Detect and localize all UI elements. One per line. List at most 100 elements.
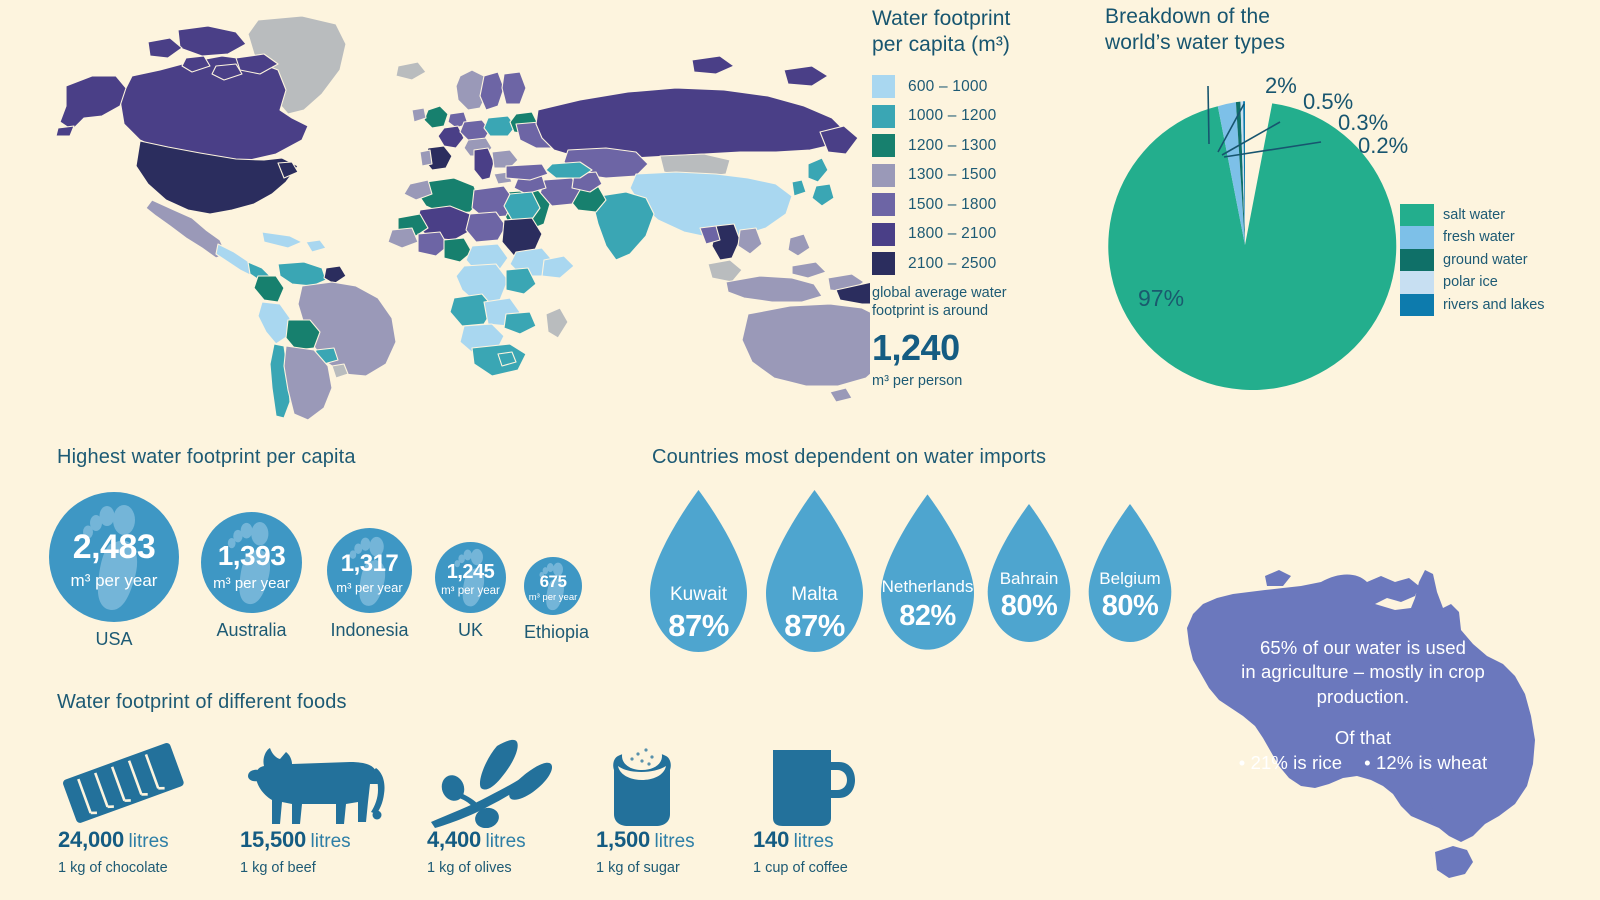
food-item-sugar: 1,500 litres 1 kg of sugar bbox=[596, 720, 776, 880]
australia-bullet-rice: • 21% is rice bbox=[1238, 751, 1343, 773]
water-drop-icon bbox=[881, 494, 974, 650]
food-amount-unit: litres bbox=[310, 831, 351, 852]
food-sublabel: 1 kg of chocolate bbox=[58, 860, 168, 876]
pie-slice-rivers-and-lakes bbox=[1243, 101, 1245, 245]
food-amount-unit: litres bbox=[485, 831, 526, 852]
pie-chart-title: Breakdown of the world’s water types bbox=[1105, 4, 1305, 55]
footprint-value: 1,245 bbox=[446, 561, 495, 583]
water-drop-icon bbox=[1088, 504, 1172, 642]
pie-legend-swatch bbox=[1400, 204, 1434, 227]
food-item-chocolate: 24,000 litres 1 kg of chocolate bbox=[58, 720, 238, 880]
pie-chart bbox=[1100, 100, 1400, 391]
chocolate-bar-icon bbox=[63, 742, 184, 823]
footprint-icon bbox=[83, 505, 138, 610]
australia-panel: 65% of our water is used in agriculture … bbox=[1143, 560, 1593, 890]
pie-legend: salt water fresh water ground water pola… bbox=[1400, 204, 1545, 316]
pie-slice-fresh-water bbox=[1217, 102, 1245, 245]
import-drop-bahrain: Bahrain 80% bbox=[985, 504, 1073, 642]
coffee-mug-icon bbox=[773, 750, 855, 826]
footprint-section-title: Highest water footprint per capita bbox=[57, 446, 356, 468]
import-drop-netherlands: Netherlands 82% bbox=[881, 494, 974, 650]
australia-spacer bbox=[1185, 709, 1541, 726]
pie-legend-labels: salt water fresh water ground water pola… bbox=[1434, 204, 1545, 316]
pie-label-salt-water: 97% bbox=[1138, 285, 1185, 311]
pie-legend-swatches bbox=[1400, 204, 1434, 316]
footprint-unit: m³ per year bbox=[336, 580, 403, 595]
footprint-value: 1,317 bbox=[340, 550, 399, 577]
import-country: Kuwait bbox=[669, 584, 728, 605]
legend-item: 1000 – 1200 bbox=[872, 104, 1057, 128]
pie-legend-swatch bbox=[1400, 271, 1434, 294]
import-value: 87% bbox=[668, 608, 729, 643]
legend-label: 2100 – 2500 bbox=[908, 254, 997, 272]
water-drop-icon bbox=[987, 504, 1071, 642]
pie-chart-svg bbox=[1108, 101, 1397, 391]
footprint-icon bbox=[539, 562, 564, 611]
food-item-beef: 15,500 litres 1 kg of beef bbox=[240, 720, 420, 880]
food-amount-unit: litres bbox=[654, 831, 695, 852]
australia-map-shape bbox=[1187, 570, 1535, 878]
legend-label: 600 – 1000 bbox=[908, 77, 988, 95]
global-average-unit: m³ per person bbox=[872, 372, 963, 389]
legend-swatch bbox=[872, 193, 895, 217]
pie-slice-polar-ice bbox=[1240, 101, 1245, 245]
import-value: 80% bbox=[1101, 590, 1159, 622]
footprint-unit: m³ per year bbox=[528, 592, 578, 603]
food-amount-number: 15,500 bbox=[240, 827, 307, 852]
footprint-country: Australia bbox=[216, 620, 287, 640]
footprint-item-australia: 1,393 m³ per year Australia bbox=[201, 512, 302, 641]
footprint-circle: 2,483 m³ per year bbox=[49, 492, 179, 622]
olive-branch-icon bbox=[431, 739, 553, 828]
australia-panel-text: 65% of our water is used in agriculture … bbox=[1185, 636, 1541, 775]
sugar-sack-icon bbox=[613, 736, 671, 826]
footprint-icon bbox=[349, 536, 386, 606]
import-value: 82% bbox=[899, 600, 956, 632]
import-country: Bahrain bbox=[999, 569, 1059, 588]
food-item-olives: 4,400 litres 1 kg of olives bbox=[427, 720, 607, 880]
pie-legend-label: rivers and lakes bbox=[1443, 296, 1545, 313]
pie-title-line1: Breakdown of the bbox=[1105, 5, 1271, 28]
food-amount-number: 24,000 bbox=[58, 827, 125, 852]
import-drop-kuwait: Kuwait 87% bbox=[650, 490, 747, 652]
legend-swatch bbox=[872, 163, 895, 187]
footprint-country: USA bbox=[95, 629, 133, 649]
water-drop-icon bbox=[766, 490, 863, 652]
footprint-country: Ethiopia bbox=[524, 622, 590, 642]
map-legend-title-line2: per capita (m³) bbox=[872, 32, 1011, 56]
footprint-country: Indonesia bbox=[330, 620, 409, 640]
footprint-country: UK bbox=[457, 620, 483, 640]
footprint-icon bbox=[454, 548, 485, 607]
legend-item: 1300 – 1500 bbox=[872, 163, 1057, 187]
australia-bullet-wheat: • 12% is wheat bbox=[1364, 751, 1488, 773]
pie-slice-ground-water bbox=[1235, 101, 1245, 245]
food-sublabel: 1 kg of beef bbox=[240, 860, 316, 876]
pie-callout-lines bbox=[1207, 85, 1322, 158]
import-country: Belgium bbox=[1099, 569, 1161, 588]
australia-line4: Of that bbox=[1334, 727, 1392, 749]
import-drop-belgium: Belgium 80% bbox=[1086, 504, 1174, 642]
foods-section-title: Water footprint of different foods bbox=[57, 691, 347, 713]
imports-section-title: Countries most dependent on water import… bbox=[652, 446, 1047, 468]
pie-callout-03pct: 0.3% bbox=[1338, 110, 1389, 135]
global-average-note-line1: global average water bbox=[872, 285, 1007, 302]
food-amount-unit: litres bbox=[128, 831, 169, 852]
food-amount: 15,500 litres bbox=[240, 827, 351, 853]
food-amount: 140 litres bbox=[753, 827, 834, 853]
australia-line3: production. bbox=[1316, 685, 1410, 707]
pie-legend-swatch bbox=[1400, 226, 1434, 249]
legend-label: 1500 – 1800 bbox=[908, 195, 997, 213]
pie-title-line2: world’s water types bbox=[1105, 30, 1286, 54]
legend-swatch bbox=[872, 252, 895, 276]
food-amount: 4,400 litres bbox=[427, 827, 526, 853]
food-amount-number: 1,500 bbox=[596, 827, 651, 852]
import-drop-malta: Malta 87% bbox=[766, 490, 863, 652]
australia-line2: in agriculture – mostly in crop bbox=[1241, 661, 1485, 683]
food-amount-unit: litres bbox=[793, 831, 834, 852]
pie-slice-salt-water bbox=[1108, 103, 1397, 391]
import-country: Malta bbox=[791, 584, 838, 605]
import-country: Netherlands bbox=[881, 577, 974, 596]
legend-label: 1800 – 2100 bbox=[908, 225, 997, 243]
pie-legend-label: polar ice bbox=[1443, 274, 1498, 291]
food-sublabel: 1 kg of sugar bbox=[596, 860, 680, 876]
food-amount: 1,500 litres bbox=[596, 827, 695, 853]
